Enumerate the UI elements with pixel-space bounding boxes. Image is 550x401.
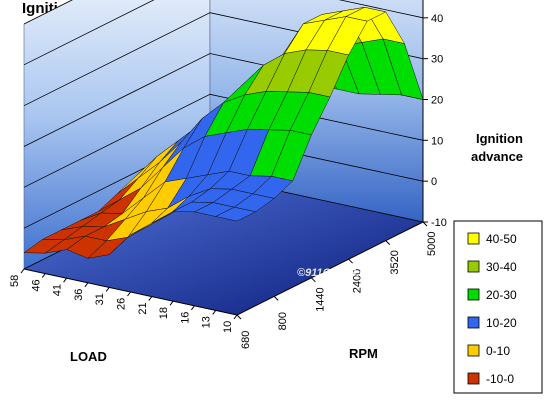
y-tick-label: 58 xyxy=(9,275,21,287)
x-tick-mark xyxy=(385,240,391,245)
y-tick-mark xyxy=(84,282,89,288)
y-tick-mark xyxy=(190,305,195,311)
z-axis-title-line1: Ignition xyxy=(476,131,523,146)
y-tick-label: 41 xyxy=(52,284,64,296)
z-tick-label: 10 xyxy=(431,135,443,147)
y-tick-mark xyxy=(148,296,153,301)
y-tick-mark xyxy=(63,277,67,283)
legend-swatch xyxy=(467,232,480,245)
y-tick-mark xyxy=(233,314,238,320)
y-tick-mark xyxy=(105,287,110,292)
y-tick-mark xyxy=(41,273,46,278)
legend-swatch xyxy=(467,288,480,301)
y-tick-label: 13 xyxy=(201,316,213,328)
legend-swatch xyxy=(467,372,480,385)
surface-cell xyxy=(215,206,256,222)
y-tick-label: 21 xyxy=(137,302,149,314)
legend-label: 30-40 xyxy=(486,260,517,274)
x-tick-label: 800 xyxy=(277,312,289,330)
legend-swatch xyxy=(467,316,480,329)
z-tick-label: 20 xyxy=(431,95,443,107)
y-tick-label: 36 xyxy=(73,289,85,301)
z-gridline xyxy=(23,93,424,188)
x-tick-mark xyxy=(348,258,353,264)
y-tick-label: 18 xyxy=(158,307,170,319)
legend-frame xyxy=(453,220,543,394)
x-tick-label: 680 xyxy=(240,331,252,349)
y-tick-mark xyxy=(169,300,174,306)
ignition-surface xyxy=(23,7,424,259)
x-tick-label: 3520 xyxy=(389,250,401,274)
watermark: ©911CHIPS.COM xyxy=(297,267,386,279)
x-tick-label: 1440 xyxy=(314,287,326,311)
x-tick-mark xyxy=(311,277,316,283)
x-tick-mark xyxy=(273,296,279,301)
y-tick-label: 10 xyxy=(222,321,234,333)
axes: -100102030405068080014402400352050001013… xyxy=(9,0,447,349)
z-gridline xyxy=(23,0,424,66)
legend-swatch xyxy=(467,344,480,357)
legend-label: -10-0 xyxy=(486,372,514,386)
y-tick-label: 26 xyxy=(116,298,128,310)
y-tick-label: 31 xyxy=(94,293,106,305)
y-tick-label: 16 xyxy=(179,312,191,324)
legend-swatch xyxy=(467,260,480,273)
y-tick-mark xyxy=(212,310,217,315)
z-tick-label: -10 xyxy=(431,217,447,229)
z-tick-label: 30 xyxy=(431,54,443,66)
z-axis-title-line2: advance xyxy=(471,149,523,164)
legend-label: 40-50 xyxy=(486,232,517,246)
z-tick-label: 0 xyxy=(431,176,437,188)
y-tick-mark xyxy=(127,291,131,297)
x-axis-line xyxy=(236,221,424,316)
y-tick-label: 46 xyxy=(30,279,42,291)
x-tick-mark xyxy=(236,314,242,320)
x-tick-mark xyxy=(422,221,428,227)
legend-label: 10-20 xyxy=(486,316,517,330)
x-tick-label: 5000 xyxy=(426,232,438,256)
legend-label: 20-30 xyxy=(486,288,517,302)
z-tick-label: 40 xyxy=(431,13,443,25)
x-axis-title: RPM xyxy=(349,346,378,361)
legend: 40-50 30-40 20-30 10-20 0-10 -10-0 xyxy=(453,220,543,394)
legend-label: 0-10 xyxy=(486,344,510,358)
y-tick-mark xyxy=(20,268,25,274)
y-axis-title: LOAD xyxy=(70,349,107,364)
x-tick-label: 2400 xyxy=(352,269,364,293)
y-axis-line xyxy=(23,268,238,316)
